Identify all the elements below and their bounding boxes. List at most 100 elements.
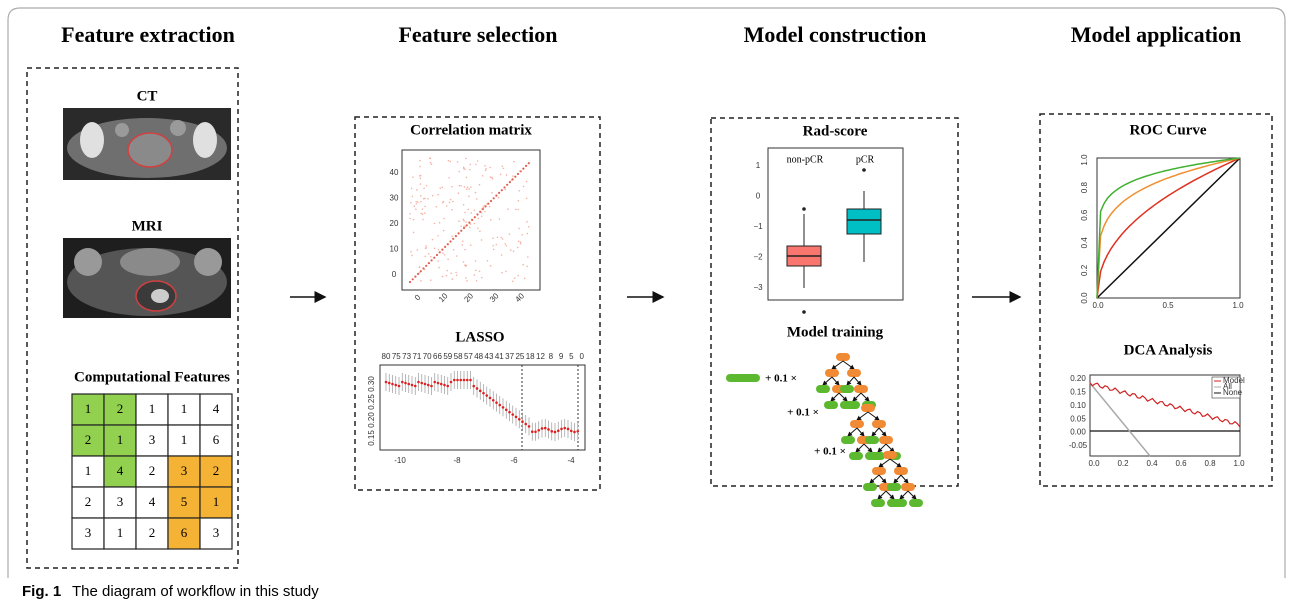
corr-dot — [450, 273, 452, 275]
tree-node — [854, 385, 868, 393]
corr-dot — [499, 218, 501, 220]
lasso-point — [560, 428, 563, 431]
lasso-point — [515, 416, 518, 419]
top-tick-label: 71 — [412, 352, 421, 361]
corr-dot — [512, 175, 514, 177]
tree-node — [894, 467, 908, 475]
tree-edge — [864, 444, 872, 452]
corr-dot — [419, 272, 421, 274]
corr-dot — [490, 265, 492, 267]
corr-dot — [491, 192, 493, 194]
corr-dot — [526, 266, 528, 268]
lasso-point — [505, 408, 508, 411]
y-tick-label: 1.0 — [1080, 154, 1089, 166]
cell-value: 2 — [117, 401, 124, 416]
corr-dot — [420, 195, 422, 197]
step-label: + 0.1 × — [814, 446, 846, 458]
tree-edge — [832, 377, 839, 385]
corr-dot — [477, 160, 479, 162]
corr-dot — [419, 175, 421, 177]
corr-dot — [420, 183, 422, 185]
y-tick-label: 0.6 — [1080, 209, 1089, 221]
corr-dot — [485, 170, 487, 172]
corr-dot — [526, 181, 528, 183]
corr-dot — [509, 233, 511, 235]
corr-dot — [412, 196, 414, 198]
corr-dot — [492, 178, 494, 180]
tree-edge — [870, 475, 879, 483]
x-tick-label: 10 — [437, 291, 450, 304]
corr-dot — [468, 209, 470, 211]
corr-dot — [420, 270, 422, 272]
corr-dot — [420, 177, 422, 179]
corr-dot — [487, 260, 489, 262]
corr-dot — [517, 209, 519, 211]
y-tick-label: 0 — [756, 192, 761, 201]
y-tick-label: 40 — [390, 168, 399, 177]
lasso-point — [476, 387, 479, 390]
lasso-point — [485, 394, 488, 397]
y-tick-label: −1 — [753, 222, 763, 231]
tree-node — [879, 436, 893, 444]
corr-dot — [458, 192, 460, 194]
tree-node — [883, 451, 897, 459]
corr-dot — [465, 277, 467, 279]
cell-value: 4 — [149, 494, 156, 509]
corr-dot — [446, 205, 448, 207]
legend-label: None — [1223, 388, 1243, 397]
tree-edge — [879, 475, 886, 483]
x-tick-label: -8 — [453, 456, 461, 465]
x-tick-label: 0.0 — [1088, 459, 1100, 468]
panel-title: Model construction — [744, 22, 927, 47]
corr-dot — [439, 222, 441, 224]
top-tick-label: 9 — [559, 352, 564, 361]
corr-dot — [470, 223, 472, 225]
corr-dot — [415, 201, 417, 203]
corr-dot — [462, 240, 464, 242]
corr-dot — [513, 161, 515, 163]
corr-dot — [439, 187, 441, 189]
corr-dot — [436, 254, 438, 256]
cell-value: 2 — [213, 463, 220, 478]
corr-dot — [452, 278, 454, 280]
corr-dot — [510, 179, 512, 181]
corr-dot — [416, 189, 418, 191]
corr-dot — [423, 187, 425, 189]
lasso-point — [446, 385, 449, 388]
y-tick-label: 1 — [756, 161, 761, 170]
tree-edge — [853, 393, 861, 401]
corr-dot — [428, 253, 430, 255]
top-tick-label: 48 — [474, 352, 483, 361]
corr-dot — [449, 240, 451, 242]
tree-edge — [894, 475, 901, 483]
corr-dot — [520, 241, 522, 243]
corr-dot — [428, 262, 430, 264]
panel-box — [711, 118, 958, 486]
plot-frame — [768, 148, 903, 300]
corr-dot — [481, 239, 483, 241]
tree-node — [872, 467, 886, 475]
lasso-point — [550, 430, 553, 433]
corr-dot — [447, 258, 449, 260]
corr-dot — [479, 270, 481, 272]
tree-node — [824, 401, 838, 409]
cell-value: 6 — [213, 432, 220, 447]
lasso-point — [557, 429, 560, 432]
corr-dot — [435, 206, 437, 208]
lasso-point — [472, 385, 475, 388]
tree-node — [846, 401, 860, 409]
lasso-point — [544, 427, 547, 430]
corr-dot — [482, 175, 484, 177]
cell-value: 3 — [149, 432, 156, 447]
top-tick-label: 80 — [382, 352, 391, 361]
corr-dot — [424, 269, 426, 271]
lasso-point — [401, 381, 404, 384]
corr-dot — [420, 280, 422, 282]
tree-edge — [886, 491, 894, 499]
top-tick-label: 18 — [526, 352, 535, 361]
y-tick-label: 10 — [390, 245, 399, 254]
y-tick-label: 0.15 — [1070, 388, 1086, 397]
cell-value: 1 — [213, 494, 220, 509]
corr-dot — [424, 212, 426, 214]
corr-dot — [462, 244, 464, 246]
